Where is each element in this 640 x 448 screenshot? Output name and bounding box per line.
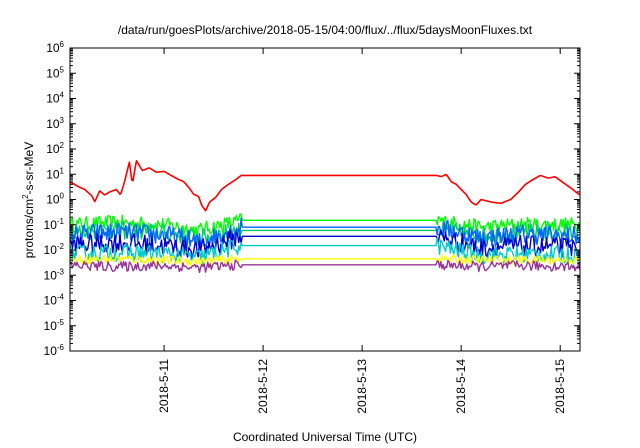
y-axis-label: protons/cm2-s-sr-MeV [21, 142, 36, 258]
x-axis-label: Coordinated Universal Time (UTC) [233, 430, 417, 444]
series-line-1 [69, 160, 581, 212]
y-tick-label: 106 [46, 40, 64, 55]
x-tick-label: 2018-5-11 [157, 359, 171, 413]
y-tick-label: 10-2 [44, 242, 65, 257]
x-tick-label: 2018-5-15 [553, 359, 567, 414]
axis-ticks: 10-6 10-5 10-4 10-3 10-2 10-1 100 101 102 103 104 1… [44, 40, 580, 414]
series-line-6 [69, 237, 581, 265]
series-line-8 [69, 259, 581, 273]
y-axis-label-unit: -s-sr-MeV [22, 142, 36, 195]
y-axis-label-main: protons/cm [22, 199, 36, 258]
y-tick-label: 102 [46, 141, 64, 156]
y-tick-label: 10-1 [44, 217, 65, 232]
y-tick-label: 105 [46, 65, 64, 80]
series-line-7 [69, 253, 581, 267]
x-tick-label: 2018-5-12 [256, 359, 270, 414]
y-tick-label: 100 [46, 192, 64, 207]
chart-title: /data/run/goesPlots/archive/2018-05-15/0… [118, 23, 533, 37]
y-tick-label: 104 [46, 91, 64, 106]
y-tick-label: 101 [46, 166, 64, 181]
y-tick-label: 10-4 [44, 293, 65, 308]
series-layer [69, 160, 581, 273]
series-line-2 [69, 213, 581, 238]
y-tick-label: 10-5 [44, 318, 65, 333]
plot-frame [69, 47, 581, 352]
x-tick-label: 2018-5-14 [454, 359, 468, 414]
y-tick-label: 10-6 [44, 343, 65, 358]
x-tick-label: 2018-5-13 [355, 359, 369, 414]
series-line-4 [69, 217, 581, 251]
y-tick-label: 10-3 [44, 267, 65, 282]
svg-text:protons/cm2-s-sr-MeV: protons/cm2-s-sr-MeV [21, 142, 36, 258]
y-axis-label-exponent: 2 [21, 194, 30, 199]
y-tick-label: 103 [46, 116, 64, 131]
